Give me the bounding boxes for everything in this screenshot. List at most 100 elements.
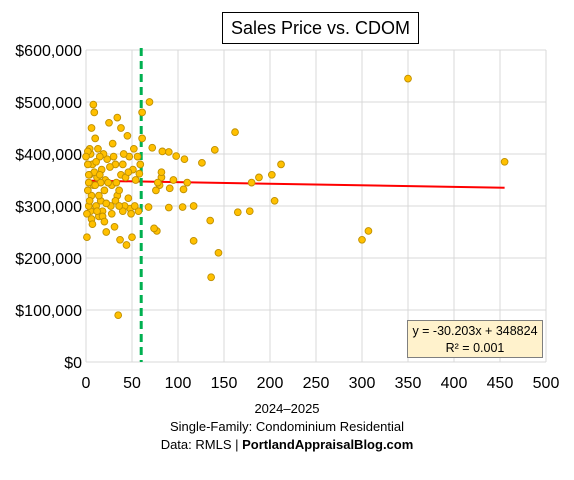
data-point [233,208,242,217]
x-tick-label: 0 [82,375,91,392]
data-point [123,131,132,140]
data-point [277,160,285,169]
data-point [83,186,92,195]
data-point [119,150,128,158]
data-point [164,148,173,156]
data-point [404,74,412,83]
y-tick-label: $600,000 [15,43,82,60]
y-tick-label: $100,000 [15,303,82,320]
data-point [267,170,276,179]
data-point [122,241,131,249]
y-tick-label: $300,000 [15,199,82,216]
data-point [231,128,239,137]
trendline-equation: y = -30.203x + 348824 [412,324,538,338]
data-point [83,233,91,242]
data-point [95,170,104,179]
data-point [91,181,100,190]
data-point [89,100,98,109]
data-point [82,152,90,161]
data-point [83,160,92,169]
data-point [133,152,142,161]
data-point [364,227,373,235]
chart-title: Sales Price vs. CDOM [222,12,420,44]
data-point [178,203,187,211]
data-point [270,196,279,205]
data-point [179,185,188,194]
data-point [84,178,93,187]
data-point [88,220,97,229]
x-tick-label: 500 [533,375,560,392]
data-point [93,207,101,216]
data-point [108,139,117,148]
data-point [114,311,123,320]
data-point [107,209,116,218]
data-point [148,143,157,152]
data-point [112,178,121,187]
data-point [124,168,133,177]
caption-source: Data: RMLS | PortlandAppraisalBlog.com [0,436,574,453]
data-point [95,191,103,200]
data-point [118,160,127,169]
trendline-equation-box: y = -30.203x + 348824 R² = 0.001 [407,320,543,358]
data-point [124,194,133,203]
x-tick-label: 50 [123,375,141,392]
caption-property-type: Single-Family: Condominium Residential [169,419,405,434]
data-point [157,168,166,177]
data-points [82,74,509,320]
data-point [116,235,124,244]
scatter-chart: $0 $100,000 $200,000 $300,000 $400,000 $500,0… [15,43,559,392]
data-point [207,273,215,282]
data-point [131,176,140,184]
x-tick-label: 100 [165,375,192,392]
data-point [110,222,119,231]
caption-source-prefix: Data: RMLS | [160,437,243,452]
data-point [136,160,145,169]
y-tick-label: $0 [64,355,82,372]
data-point [210,145,219,154]
data-point [102,199,111,208]
data-point [153,178,162,187]
y-tick-label: $200,000 [15,251,82,268]
data-point [180,155,189,164]
data-point [152,186,160,195]
r-squared: R² = 0.001 [445,341,505,355]
data-point [105,118,113,127]
data-point [138,134,146,143]
data-point [85,196,94,205]
data-point [255,173,263,182]
data-point [100,186,109,195]
trendline-layer [85,179,505,189]
data-point [158,147,167,156]
data-point [130,202,139,210]
x-tick-label: 150 [211,375,238,392]
data-point [87,124,96,132]
data-point [128,233,136,242]
caption-source-site: PortlandAppraisalBlog.com [242,437,414,452]
data-point [84,170,93,179]
data-point [500,157,509,166]
data-point [164,203,173,212]
data-point [214,248,223,257]
axis-tick-labels: $0 $100,000 $200,000 $300,000 $400,000 $500,0… [15,43,559,392]
data-point [104,178,112,187]
x-tick-label: 200 [257,375,284,392]
data-point [127,209,135,218]
data-point [109,152,118,161]
data-point [138,108,146,117]
data-point [198,158,206,167]
data-point [115,186,123,195]
data-point [183,178,192,187]
data-point [115,202,123,210]
data-point [94,144,102,153]
caption-years: 2024–2025 [254,401,320,416]
data-point [189,236,198,245]
x-tick-label: 400 [441,375,468,392]
data-point [150,224,158,233]
data-point [172,152,181,160]
data-point [245,207,254,216]
data-point [165,184,174,193]
x-tick-label: 300 [349,375,376,392]
data-point [247,178,256,187]
x-tick-label: 350 [395,375,422,392]
data-point [103,155,112,164]
